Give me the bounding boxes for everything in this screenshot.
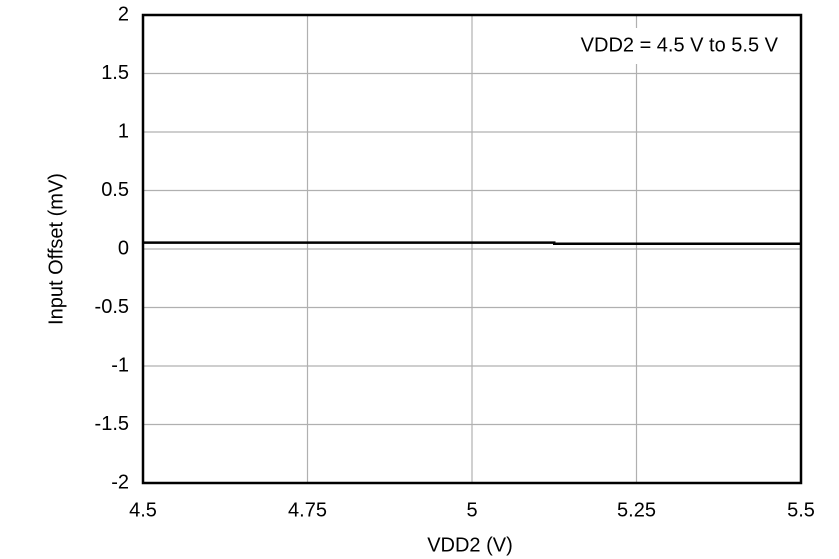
x-axis-label: VDD2 (V) bbox=[427, 534, 513, 556]
x-tick-label: 5.25 bbox=[617, 499, 656, 521]
y-tick-label: 1 bbox=[118, 120, 129, 142]
y-tick-label: 0.5 bbox=[101, 179, 129, 201]
y-axis-label: Input Offset (mV) bbox=[45, 173, 67, 325]
data-line bbox=[143, 241, 801, 245]
x-tick-label: 4.75 bbox=[288, 499, 327, 521]
x-tick-label: 4.5 bbox=[129, 499, 157, 521]
x-tick-label: 5 bbox=[466, 499, 477, 521]
plot-area bbox=[143, 241, 801, 245]
y-tick-label: 2 bbox=[118, 3, 129, 25]
y-tick-label: -0.5 bbox=[95, 296, 129, 318]
annotation: VDD2 = 4.5 V to 5.5 V bbox=[581, 34, 779, 56]
x-tick-label: 5.5 bbox=[787, 499, 815, 521]
y-tick-label: -1.5 bbox=[95, 413, 129, 435]
y-tick-label: -2 bbox=[111, 471, 129, 493]
annotation-box bbox=[549, 28, 789, 64]
y-tick-label: 0 bbox=[118, 237, 129, 259]
y-tick-label: 1.5 bbox=[101, 62, 129, 84]
plot-frame bbox=[141, 13, 803, 485]
y-tick-label: -1 bbox=[111, 354, 129, 376]
